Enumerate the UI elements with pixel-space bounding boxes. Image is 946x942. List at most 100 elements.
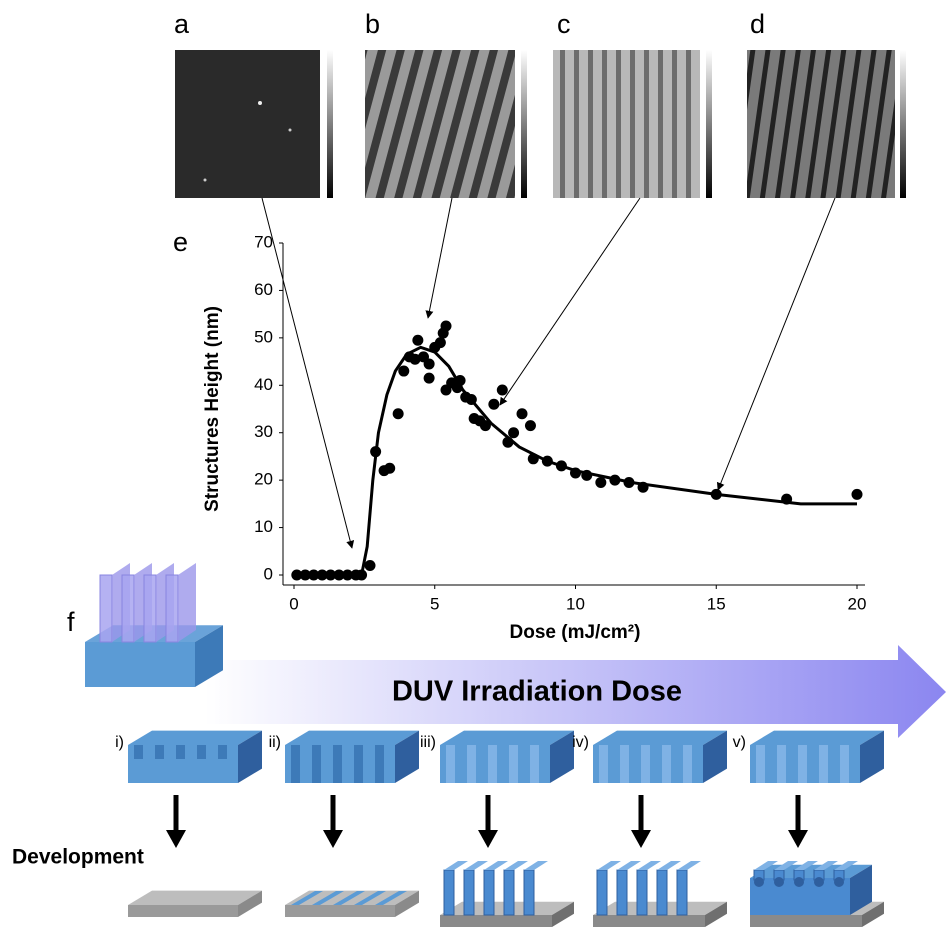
- block-side: [550, 730, 574, 783]
- fin-top: [444, 861, 468, 870]
- panel-label: f: [67, 607, 75, 637]
- stripe: [354, 745, 363, 783]
- fin-top: [524, 861, 548, 870]
- stripe: [333, 745, 342, 783]
- fin-top: [464, 861, 488, 870]
- fin-top: [597, 861, 621, 870]
- fin-top: [484, 861, 508, 870]
- down-arrow-head: [631, 830, 651, 848]
- x-tick-label: 10: [566, 594, 585, 613]
- substrate-front: [85, 642, 195, 687]
- base-side: [705, 901, 727, 927]
- data-point: [423, 358, 435, 370]
- data-point: [851, 488, 863, 500]
- step-label: iii): [420, 734, 436, 751]
- dose-arrow: [205, 645, 946, 738]
- panel-label: c: [557, 9, 571, 39]
- residue: [312, 891, 344, 905]
- x-tick-label: 20: [848, 594, 867, 613]
- down-arrow-head: [788, 830, 808, 848]
- fin-top: [504, 861, 528, 870]
- block-side: [238, 730, 262, 783]
- y-axis-title: Structures Height (nm): [202, 306, 223, 512]
- stripe: [641, 745, 650, 783]
- data-point: [508, 427, 520, 439]
- down-arrow-head: [478, 830, 498, 848]
- data-point: [496, 384, 508, 396]
- fin: [676, 869, 688, 916]
- panel-label: a: [174, 9, 190, 39]
- y-tick-label: 70: [254, 232, 273, 251]
- data-point: [595, 477, 607, 489]
- y-tick-label: 0: [264, 564, 273, 583]
- stripe: [509, 745, 518, 783]
- developed-side: [395, 890, 419, 917]
- pore: [794, 877, 804, 887]
- base-front: [750, 915, 862, 927]
- stripe: [375, 745, 384, 783]
- stripe: [312, 745, 321, 783]
- stripe: [488, 745, 497, 783]
- fin: [483, 869, 495, 916]
- fin-top: [834, 861, 858, 870]
- block-top: [593, 730, 727, 745]
- step-label: ii): [269, 734, 281, 751]
- stripe: [819, 745, 828, 783]
- developed-top: [128, 890, 262, 905]
- developed-front: [285, 905, 395, 917]
- fin-top: [754, 861, 778, 870]
- stripe: [840, 745, 849, 783]
- fin-top: [657, 861, 681, 870]
- fin: [596, 869, 608, 916]
- base-side: [552, 901, 574, 927]
- resist-fin: [165, 574, 179, 643]
- step-label: iv): [572, 734, 589, 751]
- stripe: [446, 745, 455, 783]
- pore: [754, 877, 764, 887]
- residual-side: [850, 864, 872, 915]
- stripe: [756, 745, 765, 783]
- residue: [333, 891, 365, 905]
- fin-top: [617, 861, 641, 870]
- data-point: [488, 398, 500, 410]
- stripe: [197, 745, 206, 759]
- pore: [814, 877, 824, 887]
- fin: [503, 869, 515, 916]
- arrow-label: DUV Irradiation Dose: [392, 676, 682, 708]
- substrate-side: [195, 625, 223, 687]
- block-top: [128, 730, 262, 745]
- stripe: [662, 745, 671, 783]
- stripe: [777, 745, 786, 783]
- x-tick-label: 15: [707, 594, 726, 613]
- annotation-arrows: [261, 197, 836, 549]
- x-tick-label: 5: [430, 594, 439, 613]
- y-tick-label: 40: [254, 375, 273, 394]
- fin: [636, 869, 648, 916]
- y-tick-label: 20: [254, 470, 273, 489]
- afm-image-b: [365, 50, 515, 198]
- stripe: [620, 745, 629, 783]
- block-top: [750, 730, 884, 745]
- fin: [523, 869, 535, 916]
- base-front: [440, 915, 552, 927]
- residue: [291, 891, 323, 905]
- stripe: [155, 745, 164, 759]
- fin-top: [774, 861, 798, 870]
- fin-top: [794, 861, 818, 870]
- stripe: [467, 745, 476, 783]
- pore: [834, 877, 844, 887]
- residue: [375, 891, 407, 905]
- developed-front: [128, 905, 238, 917]
- afm-image-d: [747, 50, 895, 198]
- data-point: [423, 372, 435, 384]
- pore: [774, 877, 784, 887]
- panel-label: d: [750, 9, 765, 39]
- fin-top: [814, 861, 838, 870]
- block-top: [440, 730, 574, 745]
- development-label: Development: [12, 846, 144, 869]
- y-tick-label: 50: [254, 327, 273, 346]
- stripe: [798, 745, 807, 783]
- block-side: [860, 730, 884, 783]
- down-arrow-head: [323, 830, 343, 848]
- y-tick-label: 60: [254, 280, 273, 299]
